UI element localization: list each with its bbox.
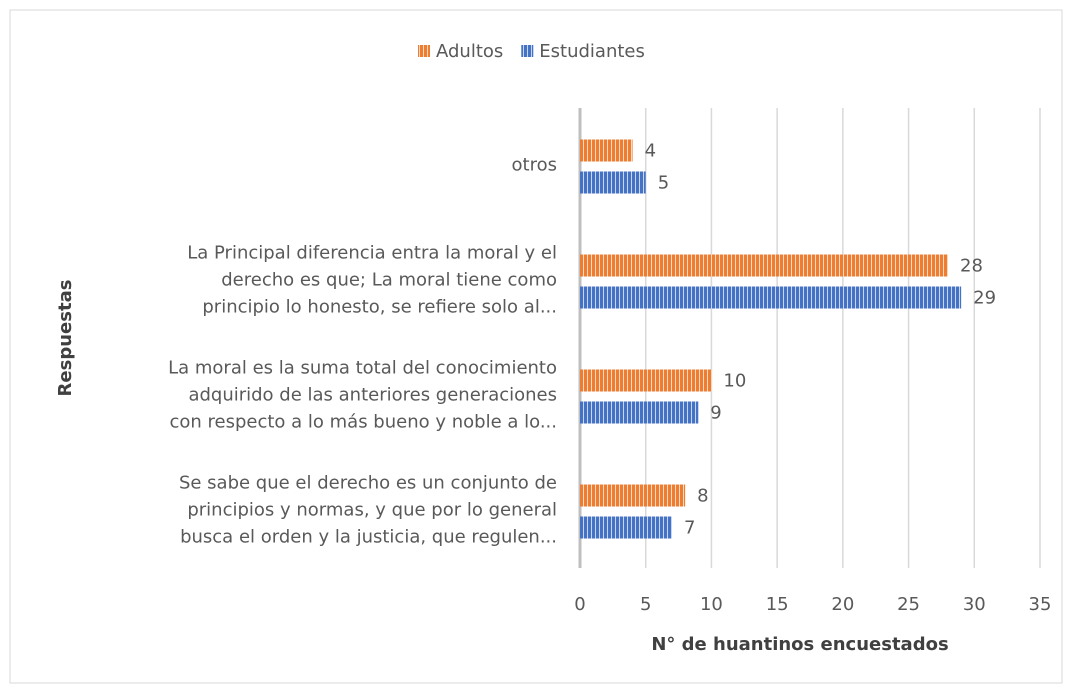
data-label: 10 — [723, 371, 746, 392]
data-label: 7 — [684, 518, 695, 539]
chart-frame — [9, 9, 1063, 684]
data-label: 4 — [645, 141, 656, 162]
bar — [580, 369, 712, 392]
y-tick-label: La Principal diferencia entra la moral y… — [187, 243, 557, 318]
x-tick-label: 0 — [574, 594, 585, 615]
bar — [580, 401, 699, 424]
x-tick-label: 25 — [897, 594, 920, 615]
data-label: 29 — [973, 288, 996, 309]
x-tick-label: 5 — [640, 594, 651, 615]
x-tick-label: 35 — [1029, 594, 1052, 615]
bar — [580, 484, 686, 507]
bar — [580, 516, 672, 539]
y-tick-label: otros — [512, 155, 557, 176]
x-axis-title: N° de huantinos encuestados — [651, 634, 948, 655]
legend-label: Estudiantes — [539, 41, 645, 62]
bar — [580, 171, 646, 194]
x-tick-label: 30 — [963, 594, 986, 615]
data-label: 28 — [960, 256, 983, 277]
y-tick-label: Se sabe que el derecho es un conjunto de… — [179, 473, 557, 548]
y-axis-title: Respuestas — [55, 280, 76, 397]
x-tick-label: 20 — [831, 594, 854, 615]
legend-swatch — [521, 45, 534, 57]
data-label: 8 — [697, 486, 708, 507]
x-tick-label: 15 — [766, 594, 789, 615]
bar — [580, 139, 633, 162]
legend-label: Adultos — [436, 41, 503, 62]
data-label: 5 — [658, 173, 669, 194]
legend-swatch — [418, 45, 430, 57]
bar — [580, 254, 948, 277]
x-tick-label: 10 — [700, 594, 723, 615]
y-tick-label: La moral es la suma total del conocimien… — [168, 358, 557, 433]
bar — [580, 286, 962, 309]
data-label: 9 — [710, 403, 721, 424]
